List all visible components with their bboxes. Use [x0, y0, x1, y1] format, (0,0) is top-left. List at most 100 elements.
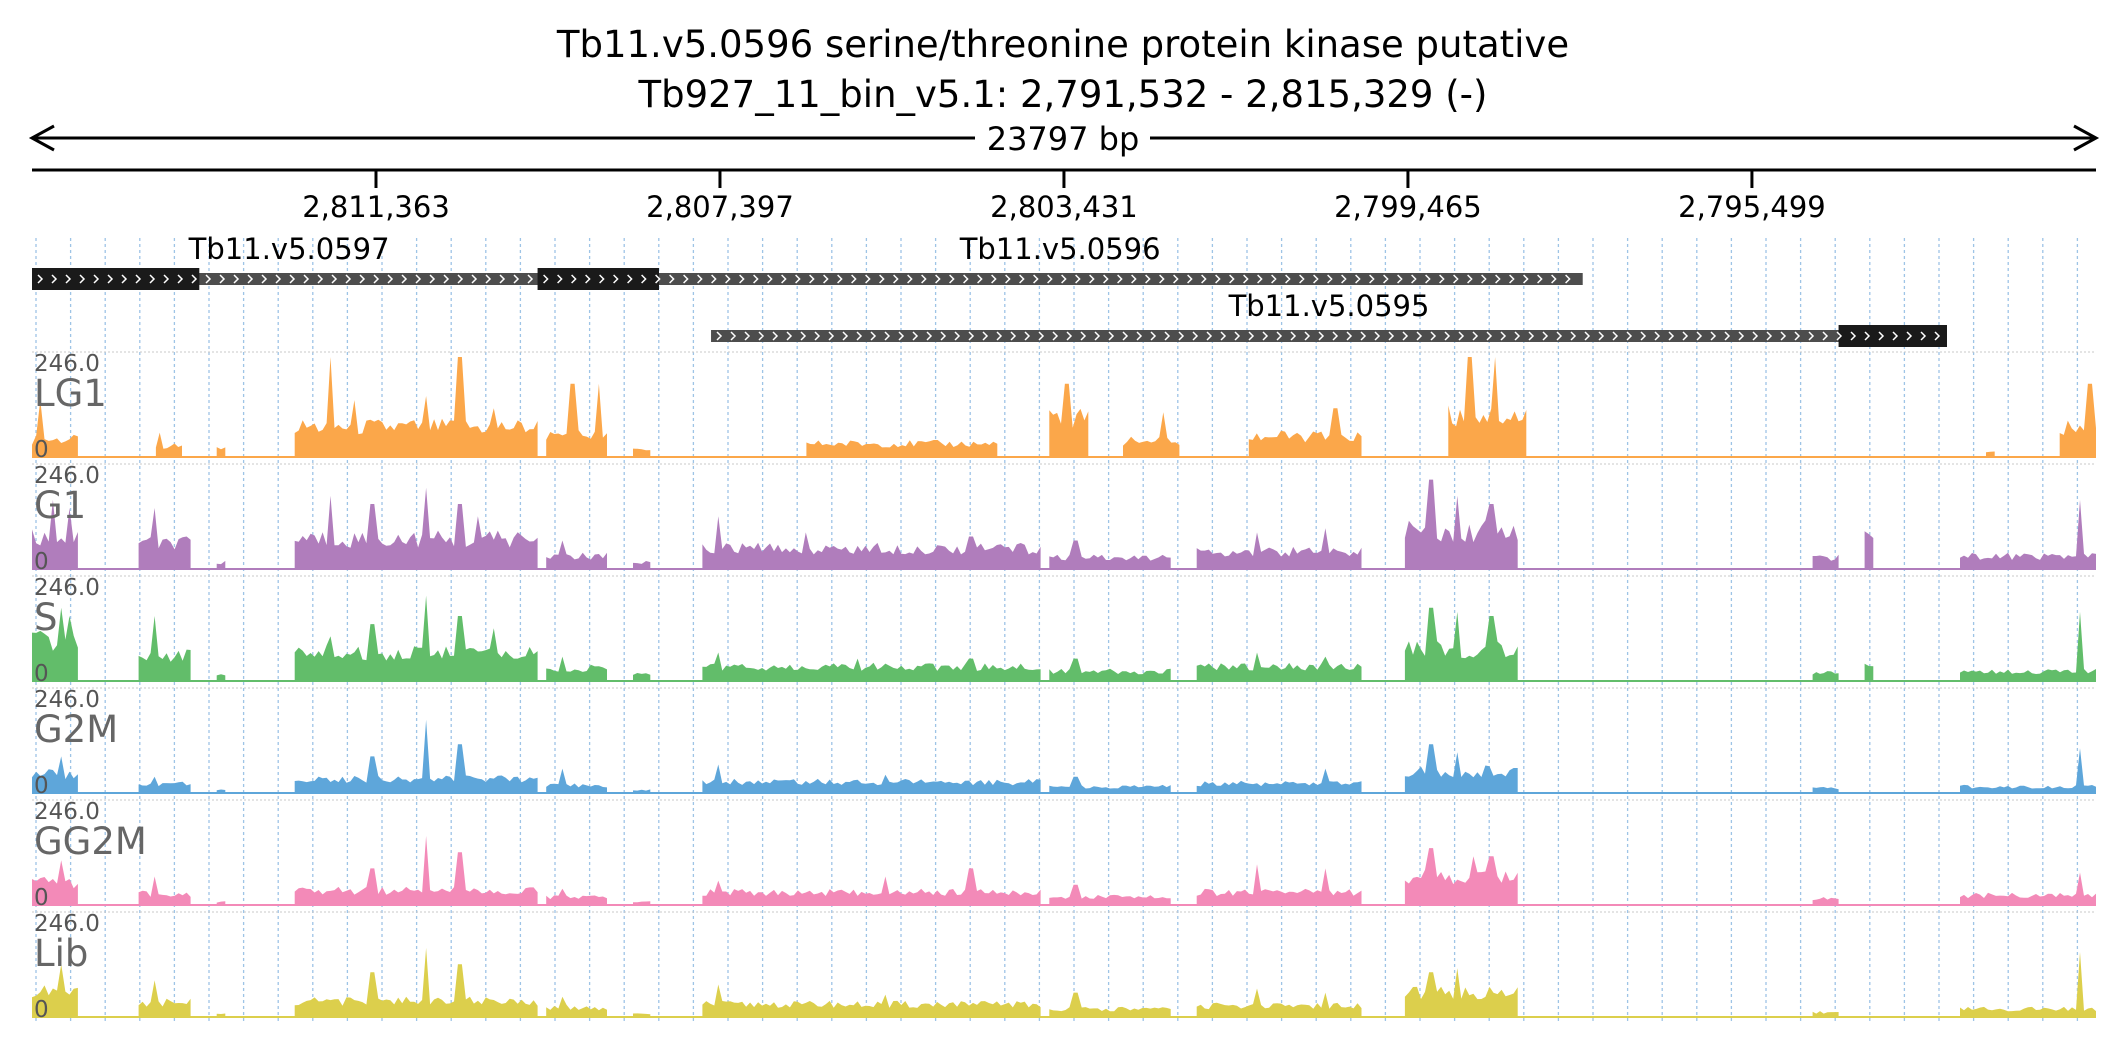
gene-cds-bar — [1838, 325, 1947, 347]
coverage-area — [702, 984, 1041, 1017]
coverage-area — [1049, 540, 1171, 569]
track-ymin-label: 0 — [34, 549, 49, 575]
coverage-tracks: 246.00LG1246.00G1246.00S246.00G2M246.00G… — [32, 351, 2096, 1023]
coverage-area — [1404, 607, 1518, 681]
gene-track: Tb11.v5.0597 Tb11.v5.0596 Tb11.v5.0595 — [32, 232, 1947, 347]
track-ymax-label: 246.0 — [34, 911, 100, 937]
span-arrow-right-head — [2073, 124, 2100, 152]
track-name-label: GG2M — [34, 820, 147, 863]
track-ymin-label: 0 — [34, 661, 49, 687]
coverage-area — [1864, 531, 1874, 569]
gene-label: Tb11.v5.0596 — [959, 232, 1161, 266]
coverage-area — [1404, 968, 1518, 1017]
track-name-label: G2M — [34, 708, 118, 751]
coverage-area — [294, 487, 538, 569]
coverage-area — [546, 540, 607, 569]
coverage-area — [1196, 988, 1362, 1017]
coverage-area — [1812, 671, 1839, 681]
span-arrow-left-head — [28, 124, 55, 152]
coverage-area — [1404, 744, 1518, 793]
coverage-area — [702, 764, 1041, 793]
gene-strand-arrows — [543, 274, 1571, 284]
track-name-label: LG1 — [34, 372, 107, 415]
track-lib: 246.0 0 Lib — [32, 911, 2096, 1023]
coverage-area — [1196, 864, 1362, 905]
x-axis-ticks: 2,811,363 2,807,397 2,803,431 2,799,465 2,79… — [302, 170, 1826, 224]
coverage-area — [1960, 611, 2096, 681]
track-ymax-label: 246.0 — [34, 463, 100, 489]
track-ymax-label: 246.0 — [34, 351, 100, 377]
coverage-area — [633, 561, 651, 569]
coverage-area — [138, 508, 191, 569]
coverage-area — [806, 440, 998, 457]
coverage-area — [294, 835, 538, 905]
coverage-area — [138, 980, 191, 1017]
gene-utr-bar — [537, 273, 1583, 285]
coverage-area — [2059, 383, 2096, 457]
coverage-area — [546, 656, 607, 681]
coverage-area — [1960, 872, 2096, 905]
gene-cds-bar — [537, 268, 659, 290]
coverage-area — [1812, 554, 1839, 569]
x-tick-label: 2,803,431 — [990, 190, 1138, 224]
coverage-area — [1049, 658, 1171, 681]
coverage-area — [1123, 412, 1180, 457]
coverage-area — [1196, 528, 1362, 569]
coverage-area — [32, 400, 78, 457]
coverage-area — [1196, 652, 1362, 681]
coverage-area — [294, 595, 538, 681]
coverage-area — [1049, 383, 1089, 457]
coverage-area — [1864, 663, 1874, 681]
coverage-area — [294, 357, 538, 457]
track-ymax-label: 246.0 — [34, 575, 100, 601]
span-label: 23797 bp — [987, 120, 1140, 158]
coverage-area — [546, 996, 607, 1017]
coverage-area — [546, 888, 607, 905]
coverage-area — [633, 448, 651, 457]
coverage-area — [294, 947, 538, 1017]
coverage-area — [1404, 479, 1518, 569]
gene-strand-arrows — [37, 274, 534, 284]
coverage-area — [633, 673, 651, 681]
coverage-area — [32, 860, 78, 905]
coverage-area — [138, 876, 191, 905]
coverage-area — [32, 607, 78, 681]
coverage-area — [32, 756, 78, 793]
coverage-area — [1812, 787, 1839, 793]
gene-label: Tb11.v5.0597 — [188, 232, 390, 266]
track-name-label: Lib — [34, 932, 88, 975]
coverage-area — [1812, 897, 1839, 905]
track-ymin-label: 0 — [34, 885, 49, 911]
track-gg2m: 246.0 0 GG2M — [32, 799, 2096, 911]
track-s: 246.0 0 S — [32, 575, 2096, 687]
track-name-label: S — [34, 596, 58, 639]
coverage-area — [1448, 357, 1527, 457]
coverage-area — [216, 674, 226, 681]
track-ymin-label: 0 — [34, 773, 49, 799]
coverage-area — [702, 652, 1041, 681]
coverage-area — [1960, 748, 2096, 793]
coverage-area — [1960, 499, 2096, 569]
coverage-area — [216, 560, 226, 569]
track-ymax-label: 246.0 — [34, 687, 100, 713]
coverage-area — [1049, 992, 1171, 1017]
coverage-area — [546, 383, 607, 457]
grid-lines — [35, 238, 2079, 1022]
coverage-area — [294, 719, 538, 793]
coverage-area — [546, 768, 607, 793]
coverage-area — [138, 616, 191, 681]
x-tick-label: 2,811,363 — [302, 190, 450, 224]
coverage-area — [1986, 451, 1995, 457]
x-tick-label: 2,807,397 — [646, 190, 794, 224]
coverage-area — [32, 964, 78, 1017]
coverage-area — [32, 499, 78, 569]
coverage-area — [702, 516, 1041, 569]
track-name-label: G1 — [34, 484, 86, 527]
coverage-area — [1049, 884, 1171, 905]
title-line-1: Tb11.v5.0596 serine/threonine protein ki… — [556, 23, 1569, 66]
gene-strand-arrows — [716, 331, 1941, 341]
gene-label: Tb11.v5.0595 — [1228, 289, 1430, 323]
track-ymin-label: 0 — [34, 437, 49, 463]
coverage-area — [1248, 408, 1362, 457]
